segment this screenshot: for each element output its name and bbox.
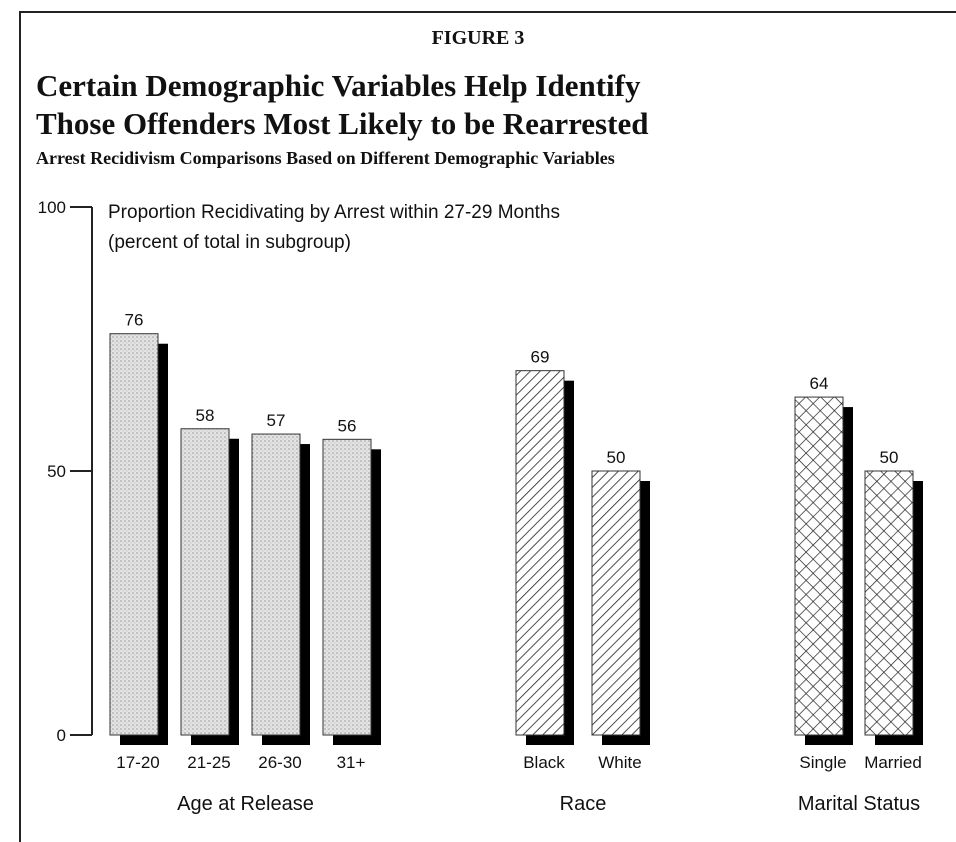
bar [322,438,372,736]
value-label: 76 [125,311,144,330]
chart-title: Certain Demographic Variables Help Ident… [36,68,641,103]
figure-label: FIGURE 3 [432,27,525,49]
bar [864,470,914,736]
y-tick-label: 100 [38,198,66,217]
x-tick-label: White [598,753,641,772]
x-tick-label: 26-30 [258,753,301,772]
bar [794,396,844,736]
x-tick-label: Married [864,753,922,772]
x-tick-label: Single [799,753,846,772]
axis-label: Proportion Recidivating by Arrest within… [108,202,560,223]
bar [515,370,565,736]
value-label: 69 [531,348,550,367]
group-label: Race [560,793,607,815]
x-tick-label: 21-25 [187,753,230,772]
y-tick-label: 0 [57,726,66,745]
value-label: 57 [267,411,286,430]
frame [19,11,956,842]
bar [591,470,641,736]
axis-label: (percent of total in subgroup) [108,232,351,253]
y-tick-label: 50 [47,462,66,481]
x-tick-label: Black [523,753,565,772]
bar [251,433,301,736]
bar [180,428,230,736]
x-tick-label: 31+ [337,753,366,772]
value-label: 50 [880,448,899,467]
group-label: Marital Status [798,793,920,815]
subtitle: Arrest Recidivism Comparisons Based on D… [36,148,615,168]
x-tick-label: 17-20 [116,753,159,772]
value-label: 50 [607,448,626,467]
value-label: 58 [196,406,215,425]
bar [109,333,159,736]
value-label: 64 [810,374,829,393]
chart-title: Those Offenders Most Likely to be Rearre… [36,106,648,141]
value-label: 56 [338,416,357,435]
group-label: Age at Release [177,793,314,815]
